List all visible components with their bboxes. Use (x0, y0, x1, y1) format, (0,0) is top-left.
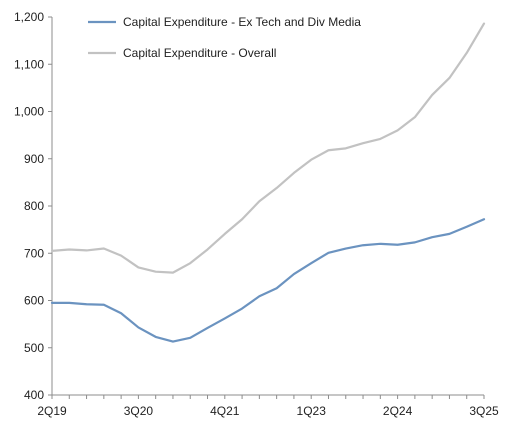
y-tick-label: 600 (24, 294, 44, 308)
legend-item-ex-tech-div-media: Capital Expenditure - Ex Tech and Div Me… (88, 15, 361, 29)
y-tick-label: 800 (24, 199, 44, 213)
y-tick-label: 1,000 (14, 105, 44, 119)
series-line-overall (50, 22, 486, 274)
y-tick-label: 500 (24, 341, 44, 355)
series-line-ex-tech-div-media (50, 218, 486, 343)
y-tick-label: 900 (24, 152, 44, 166)
x-tick-label: 3Q20 (124, 404, 154, 418)
y-tick-label: 1,100 (14, 57, 44, 71)
x-tick-label: 4Q21 (210, 404, 240, 418)
legend: Capital Expenditure - Ex Tech and Div Me… (88, 15, 361, 60)
y-tick-label: 700 (24, 246, 44, 260)
y-tick-label: 400 (24, 388, 44, 402)
axes: 400 500 600 700 800 900 1,000 1,100 1,200 2Q19 3Q2… (14, 10, 499, 418)
x-tick-label: 1Q23 (297, 404, 327, 418)
series-layer (50, 22, 486, 343)
x-tick-label: 2Q24 (383, 404, 413, 418)
legend-item-overall: Capital Expenditure - Overall (88, 46, 276, 60)
x-tick-label: 3Q25 (469, 404, 499, 418)
y-tick-label: 1,200 (14, 10, 44, 24)
legend-label: Capital Expenditure - Overall (123, 46, 276, 60)
x-tick-label: 2Q19 (37, 404, 67, 418)
legend-label: Capital Expenditure - Ex Tech and Div Me… (123, 15, 361, 29)
